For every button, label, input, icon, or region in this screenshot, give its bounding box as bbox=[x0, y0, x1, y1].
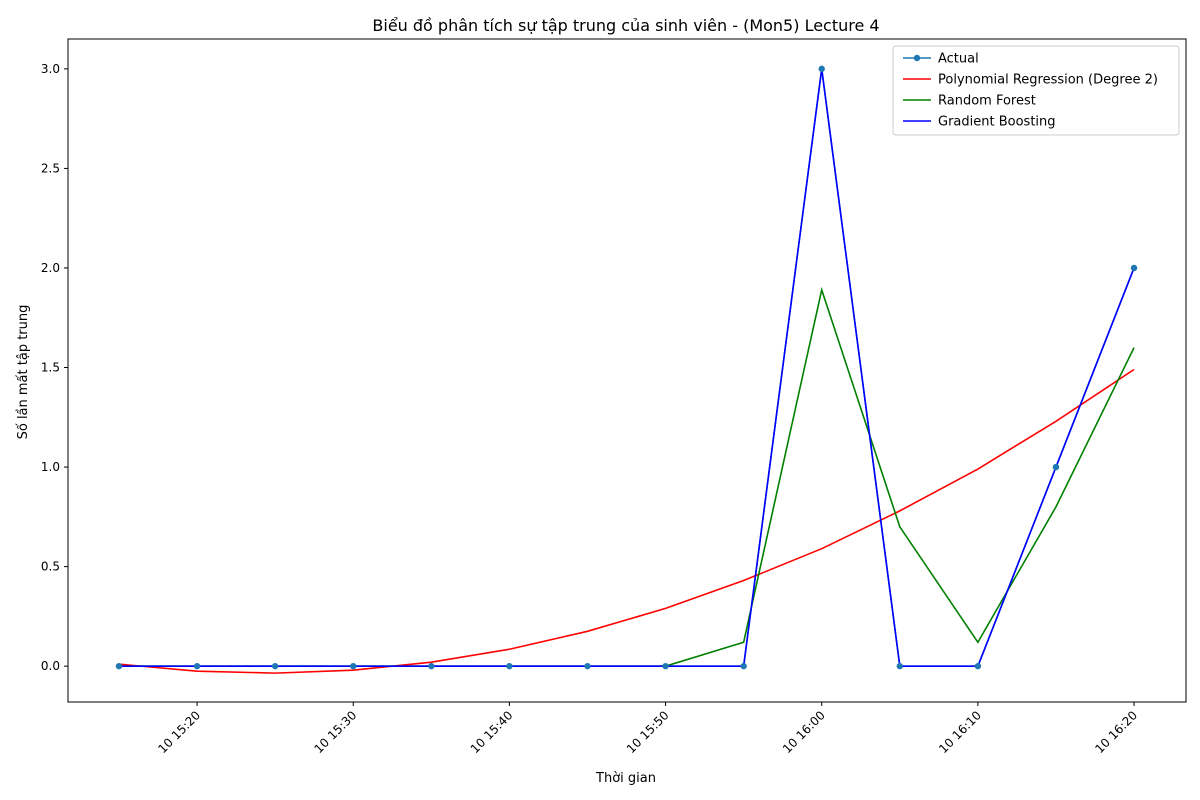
y-tick-label: 3.0 bbox=[41, 62, 60, 76]
legend: Actual Polynomial Regression (Degree 2) Ra… bbox=[892, 45, 1180, 136]
legend-marker bbox=[913, 54, 921, 62]
plot-area bbox=[67, 38, 1187, 703]
actual-point bbox=[428, 662, 435, 670]
x-tick-label: 10 15:20 bbox=[155, 708, 203, 756]
actual-point bbox=[584, 662, 591, 670]
actual-point bbox=[271, 662, 279, 670]
x-tick-label: 10 15:40 bbox=[468, 708, 516, 756]
series-line-1 bbox=[118, 368, 1135, 674]
series-line-2 bbox=[119, 286, 1135, 667]
x-axis: 10 15:20 10 15:30 10 15:40 10 15:50 10 16:00… bbox=[155, 702, 1140, 756]
x-tick-label: 10 16:20 bbox=[1092, 708, 1140, 756]
actual-point bbox=[974, 662, 982, 670]
actual-point bbox=[662, 662, 669, 670]
y-tick-label: 0.0 bbox=[41, 659, 60, 673]
legend-box bbox=[892, 45, 1180, 136]
series-line-0 bbox=[119, 68, 1135, 667]
y-tick-label: 1.5 bbox=[41, 361, 60, 375]
y-tick-label: 2.5 bbox=[41, 161, 60, 175]
actual-point bbox=[896, 662, 903, 670]
actual-point bbox=[1052, 463, 1060, 471]
y-axis: 0.0 0.5 1.0 1.5 2.0 2.5 3.0 bbox=[41, 62, 68, 673]
actual-point bbox=[740, 662, 747, 670]
x-tick-label: 10 16:10 bbox=[936, 708, 984, 756]
actual-point bbox=[115, 662, 123, 670]
y-tick-label: 0.5 bbox=[41, 560, 60, 574]
legend-label: Polynomial Regression (Degree 2) bbox=[938, 73, 1158, 88]
x-tick-label: 10 15:50 bbox=[624, 708, 672, 756]
legend-label: Gradient Boosting bbox=[938, 115, 1056, 130]
y-tick-label: 1.0 bbox=[41, 460, 60, 474]
series-layer bbox=[115, 65, 1138, 674]
x-axis-label: Thời gian bbox=[595, 771, 656, 786]
actual-point bbox=[506, 662, 513, 670]
series-line-3 bbox=[119, 68, 1135, 667]
actual-point bbox=[1130, 264, 1138, 272]
actual-point bbox=[193, 662, 201, 670]
y-tick-label: 2.0 bbox=[41, 261, 60, 275]
chart-title: Biểu đồ phân tích sự tập trung của sinh … bbox=[372, 16, 879, 35]
x-tick-label: 10 16:00 bbox=[780, 708, 828, 756]
actual-point bbox=[818, 65, 825, 73]
actual-point bbox=[350, 662, 357, 670]
legend-label: Random Forest bbox=[938, 94, 1036, 109]
x-tick-label: 10 15:30 bbox=[312, 708, 360, 756]
legend-label: Actual bbox=[938, 52, 979, 67]
y-axis-label: Số lần mất tập trung bbox=[16, 305, 31, 440]
